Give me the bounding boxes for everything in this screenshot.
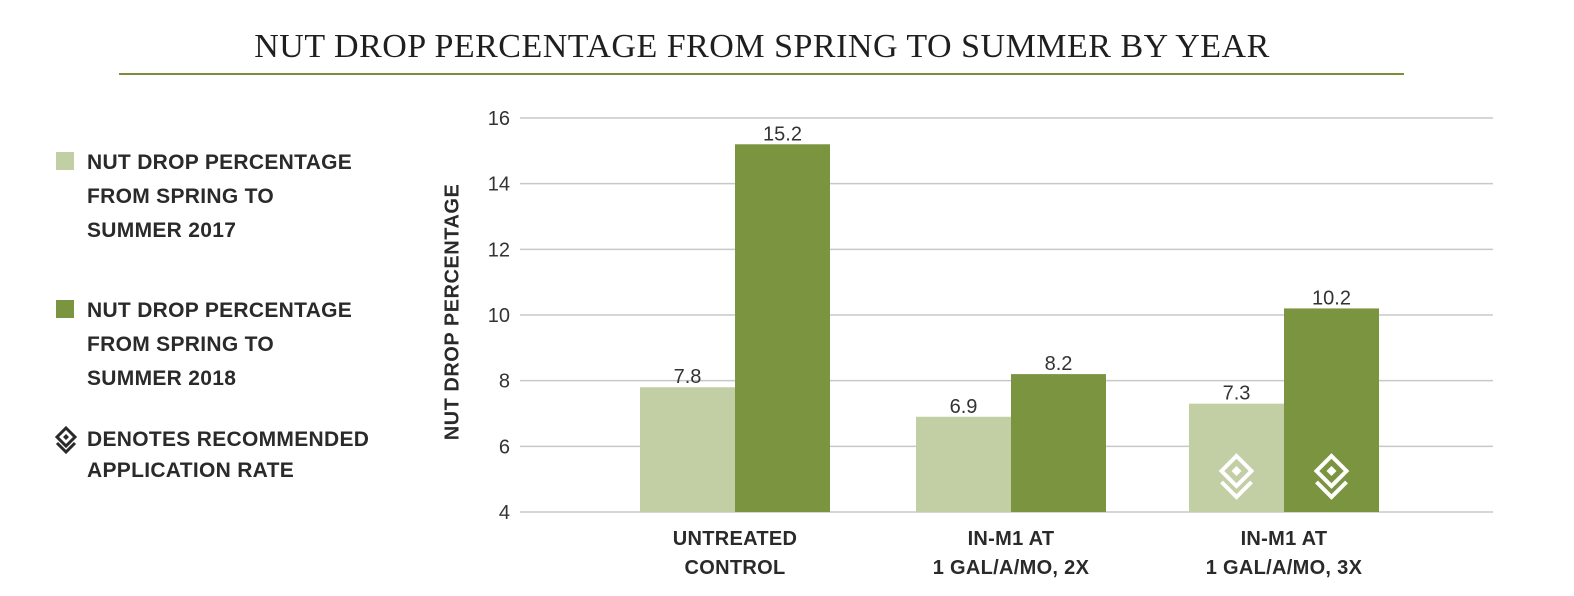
chart-title: NUT DROP PERCENTAGE FROM SPRING TO SUMME… bbox=[254, 28, 1270, 65]
bar-2018 bbox=[1011, 374, 1106, 512]
legend-line: DENOTES RECOMMENDED bbox=[87, 428, 370, 451]
legend-line: SUMMER 2018 bbox=[87, 367, 237, 390]
x-category-label: UNTREATED CONTROL bbox=[605, 525, 865, 583]
x-category-label-line: IN-M1 AT bbox=[1240, 528, 1328, 550]
x-category-label: IN-M1 AT 1 GAL/A/MO, 3X bbox=[1154, 525, 1414, 583]
x-category-label-line: UNTREATED bbox=[672, 528, 798, 550]
recommended-rate-icon bbox=[1313, 453, 1350, 500]
y-tick-label: 10 bbox=[488, 305, 510, 327]
bar-2018 bbox=[1284, 308, 1379, 512]
legend-label-2018: NUT DROP PERCENTAGE FROM SPRING TO SUMME… bbox=[87, 294, 352, 396]
legend-line: FROM SPRING TO bbox=[87, 185, 274, 208]
legend-line: APPLICATION RATE bbox=[87, 459, 295, 482]
legend-line: SUMMER 2017 bbox=[87, 219, 237, 242]
x-category-label-line: CONTROL bbox=[684, 557, 786, 579]
legend-label-2017: NUT DROP PERCENTAGE FROM SPRING TO SUMME… bbox=[87, 146, 352, 248]
y-tick-label: 6 bbox=[499, 436, 510, 458]
legend-swatch-2018 bbox=[56, 300, 74, 318]
x-category-label-line: IN-M1 AT bbox=[967, 528, 1055, 550]
bar-2017 bbox=[640, 387, 735, 512]
x-category-label: IN-M1 AT 1 GAL/A/MO, 2X bbox=[881, 525, 1141, 583]
data-label: 7.8 bbox=[674, 366, 702, 388]
recommended-rate-icon bbox=[1218, 453, 1255, 500]
x-category-label-line: 1 GAL/A/MO, 2X bbox=[932, 557, 1090, 579]
legend-label-recommended: DENOTES RECOMMENDED APPLICATION RATE bbox=[87, 424, 369, 486]
data-label: 6.9 bbox=[950, 396, 978, 418]
legend-line: FROM SPRING TO bbox=[87, 333, 274, 356]
x-category-label-line: 1 GAL/A/MO, 3X bbox=[1205, 557, 1363, 579]
y-tick-label: 12 bbox=[488, 239, 510, 261]
y-tick-label: 14 bbox=[488, 174, 510, 196]
data-label: 15.2 bbox=[763, 123, 802, 145]
legend-line: NUT DROP PERCENTAGE bbox=[87, 299, 353, 322]
legend-swatch-2017 bbox=[56, 152, 74, 170]
title-divider bbox=[119, 73, 1404, 75]
data-label: 8.2 bbox=[1045, 353, 1073, 375]
data-label: 10.2 bbox=[1312, 287, 1351, 309]
recommended-rate-icon bbox=[54, 426, 78, 455]
y-tick-label: 4 bbox=[499, 502, 510, 524]
bar-2017 bbox=[916, 416, 1011, 512]
y-tick-label: 16 bbox=[488, 108, 510, 130]
y-tick-label: 8 bbox=[499, 371, 510, 393]
legend-line: NUT DROP PERCENTAGE bbox=[87, 151, 353, 174]
bar-2018 bbox=[735, 144, 830, 512]
data-label: 7.3 bbox=[1223, 383, 1251, 405]
